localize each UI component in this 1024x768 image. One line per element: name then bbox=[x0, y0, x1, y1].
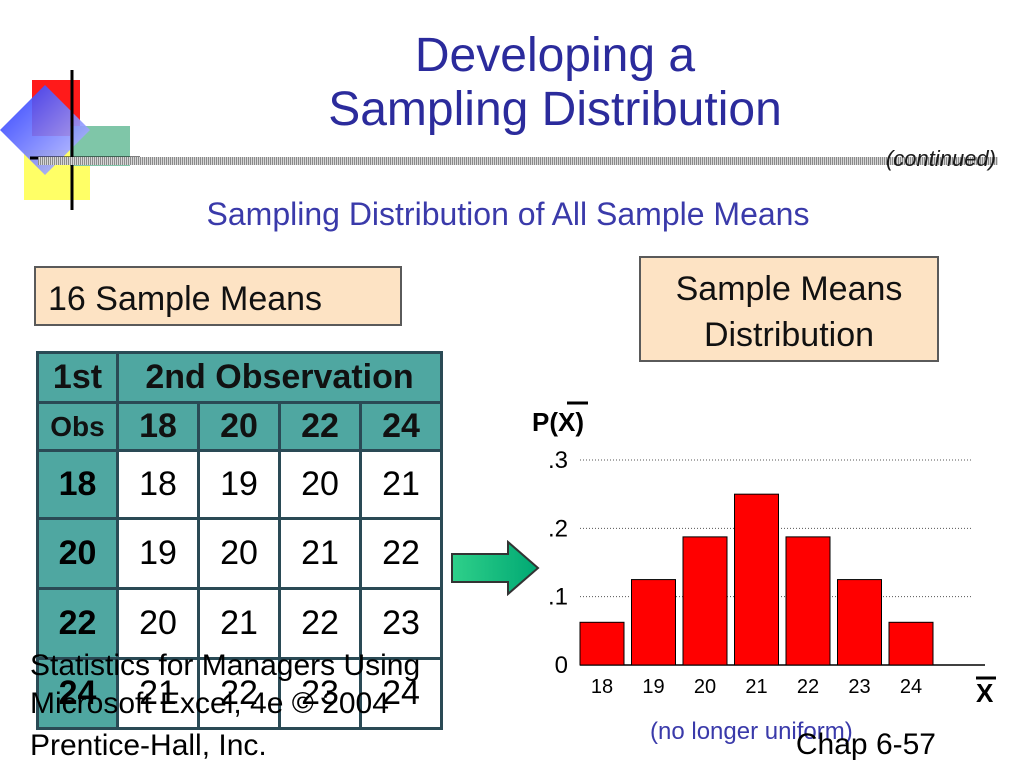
y-axis-label: P(X) bbox=[532, 407, 584, 437]
no-longer-uniform-note: (no longer uniform) bbox=[650, 718, 853, 745]
decorative-squares-logo bbox=[0, 70, 140, 210]
distribution-box: Sample Means Distribution bbox=[639, 256, 939, 362]
table-cell: 22 bbox=[278, 587, 362, 660]
bar-20 bbox=[682, 536, 728, 666]
x-axis-label: X bbox=[976, 678, 994, 708]
table-cell: 19 bbox=[116, 517, 200, 590]
y-tick-label: .3 bbox=[548, 447, 568, 474]
y-tick-label: .2 bbox=[548, 515, 568, 542]
x-tick-label: 20 bbox=[694, 676, 716, 698]
obs-label: Obs bbox=[36, 401, 119, 452]
table-cell: 21 bbox=[278, 517, 362, 590]
table-cell: 23 bbox=[278, 657, 362, 730]
first-obs-header: 1st bbox=[36, 351, 119, 404]
table-cell: 24 bbox=[359, 657, 443, 730]
col-header: 20 bbox=[197, 401, 281, 452]
y-tick-label: 0 bbox=[555, 652, 568, 679]
bar-24 bbox=[888, 621, 934, 666]
title-line-2: Sampling Distribution bbox=[328, 83, 782, 136]
table-cell: 22 bbox=[359, 517, 443, 590]
x-tick-label: 23 bbox=[848, 676, 870, 698]
x-tick-label: 19 bbox=[642, 676, 664, 698]
footer-line-1: Statistics for Managers Using bbox=[30, 649, 421, 682]
bar-21 bbox=[734, 493, 779, 666]
table-cell: 21 bbox=[359, 449, 443, 520]
table-cell: 18 bbox=[116, 449, 200, 520]
title-rule bbox=[38, 157, 998, 165]
table-cell: 22 bbox=[197, 657, 281, 730]
footer-line-3: Prentice-Hall, Inc. bbox=[30, 729, 267, 762]
sample-means-table: 1st 2nd Observation Obs 18 20 22 24 18 1… bbox=[36, 351, 443, 730]
bar-19 bbox=[631, 579, 676, 666]
second-obs-header: 2nd Observation bbox=[116, 351, 443, 404]
table-cell: 23 bbox=[359, 587, 443, 660]
col-header: 24 bbox=[359, 401, 443, 452]
distribution-box-line-1: Sample Means bbox=[675, 270, 903, 308]
distribution-box-line-2: Distribution bbox=[703, 316, 875, 354]
right-arrow-icon bbox=[451, 540, 540, 596]
table-cell: 20 bbox=[197, 517, 281, 590]
y-tick-label: .1 bbox=[548, 584, 568, 611]
col-header: 22 bbox=[278, 401, 362, 452]
bar-23 bbox=[837, 579, 882, 666]
table-cell: 19 bbox=[197, 449, 281, 520]
continued-label: (continued) bbox=[885, 146, 996, 171]
table-cell: 21 bbox=[116, 657, 200, 730]
bar-18 bbox=[579, 621, 625, 666]
bar-22 bbox=[785, 536, 831, 666]
row-header: 18 bbox=[36, 449, 119, 520]
subtitle: Sampling Distribution of All Sample Mean… bbox=[206, 196, 810, 232]
row-header: 22 bbox=[36, 587, 119, 660]
footer-line-2: Microsoft Excel, 4e © 2004 bbox=[30, 687, 389, 720]
table-cell: 21 bbox=[197, 587, 281, 660]
chapter-label: Chap 6-57 bbox=[795, 728, 936, 761]
table-cell: 20 bbox=[278, 449, 362, 520]
x-tick-label: 24 bbox=[900, 676, 922, 698]
sampling-distribution-chart: 0 .1 .2 .3 18 19 20 21 22 23 24 P(X) X bbox=[532, 401, 996, 708]
x-tick-label: 21 bbox=[745, 676, 767, 698]
x-tick-label: 18 bbox=[591, 676, 613, 698]
row-header: 24 bbox=[36, 657, 119, 730]
x-tick-label: 22 bbox=[797, 676, 819, 698]
title-line-1: Developing a bbox=[414, 29, 696, 82]
table-cell: 20 bbox=[116, 587, 200, 660]
sample-means-box: 16 Sample Means bbox=[34, 266, 402, 326]
col-header: 18 bbox=[116, 401, 200, 452]
row-header: 20 bbox=[36, 517, 119, 590]
